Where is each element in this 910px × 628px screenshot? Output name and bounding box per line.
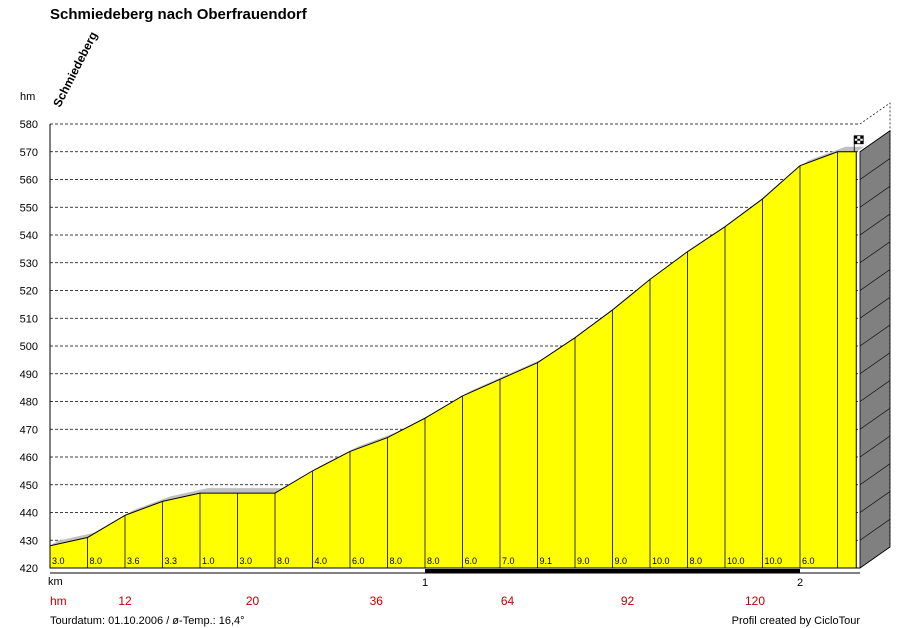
side-wall-line: [859, 519, 891, 541]
hm-value: 64: [501, 594, 515, 608]
start-location-label: Schmiedeberg: [50, 29, 100, 109]
flag-check: [854, 140, 858, 144]
tour-info: Tourdatum: 01.10.2006 / ø-Temp.: 16,4°: [50, 615, 245, 627]
y-tick-label: 520: [20, 286, 38, 298]
hm-row-label: hm: [50, 594, 67, 608]
y-unit-label: hm: [20, 91, 35, 103]
gradient-label: 1.0: [202, 556, 215, 566]
y-tick-label: 560: [20, 175, 38, 187]
gradient-label: 8.0: [390, 556, 403, 566]
side-wall-line: [859, 324, 891, 347]
x-unit-label: km: [48, 576, 63, 588]
y-tick-label: 430: [20, 535, 38, 547]
gradient-label: 6.0: [352, 556, 365, 566]
gradient-label: 7.0: [502, 556, 515, 566]
profile-fill: [49, 151, 857, 569]
gradient-label: 3.0: [240, 556, 253, 566]
y-tick-label: 530: [20, 258, 38, 270]
side-wall-line: [859, 463, 891, 485]
x-tick-label: 2: [797, 577, 803, 589]
side-wall-line: [859, 213, 891, 236]
frame-depth-edge: [859, 102, 891, 547]
side-wall-line: [859, 186, 891, 208]
gradient-label: 10.0: [652, 556, 670, 566]
y-tick-label: 510: [20, 313, 38, 325]
gradient-label: 9.0: [615, 556, 628, 566]
gradient-label: 6.0: [802, 556, 815, 566]
gradient-labels: 3.0 8.0 3.6 3.3 1.0 3.0 8.0 4.0 6.0 8.0 8.0 6.0 7.0 9…: [52, 556, 815, 566]
gradient-label: 3.6: [127, 556, 140, 566]
side-wall-line: [859, 546, 891, 569]
gradient-label: 10.0: [727, 556, 745, 566]
y-tick-label: 580: [20, 119, 38, 131]
side-wall-line: [859, 130, 891, 152]
gradient-label: 8.0: [90, 556, 103, 566]
profile-area: [49, 124, 865, 574]
side-wall-face: [859, 129, 891, 569]
side-wall-line: [859, 241, 891, 263]
y-tick-label: 470: [20, 424, 38, 436]
side-wall-line: [859, 352, 891, 374]
gradient-label: 9.1: [540, 556, 553, 566]
side-wall-line: [859, 158, 891, 180]
chart-title: Schmiedeberg nach Oberfrauendorf: [50, 6, 308, 23]
y-tick-label: 460: [20, 452, 38, 464]
gradient-label: 8.0: [427, 556, 440, 566]
gradient-label: 8.0: [277, 556, 290, 566]
gradient-label: 6.0: [465, 556, 478, 566]
flag-check: [860, 140, 864, 144]
finish-flag-icon: [853, 135, 864, 152]
y-tick-label: 450: [20, 480, 38, 492]
y-tick-label: 420: [20, 563, 38, 575]
gradient-label: 10.0: [765, 556, 783, 566]
gradient-label: 8.0: [690, 556, 703, 566]
hm-value: 20: [246, 594, 260, 608]
y-axis-ticks: 420 430 440 450 460 470 480 490 500 510 520 530 540 5…: [20, 119, 38, 575]
y-tick-label: 550: [20, 202, 38, 214]
y-tick-label: 570: [20, 147, 38, 159]
hm-value: 92: [621, 594, 635, 608]
y-tick-label: 540: [20, 230, 38, 242]
hm-value: 12: [118, 594, 132, 608]
km-highlight-bar: [425, 569, 800, 573]
flag-check: [854, 135, 858, 139]
flag-check: [857, 138, 861, 141]
y-tick-label: 500: [20, 341, 38, 353]
side-wall-line: [859, 435, 891, 458]
side-wall-line: [859, 380, 891, 402]
side-wall-line: [859, 408, 891, 430]
y-tick-label: 480: [20, 397, 38, 409]
credit-text: Profil created by CicloTour: [732, 615, 861, 627]
flag-check: [860, 135, 864, 139]
side-wall-line: [859, 297, 891, 319]
side-wall-line: [859, 269, 891, 291]
hm-value: 120: [745, 594, 765, 608]
gradient-label: 3.0: [52, 556, 65, 566]
side-wall: [859, 102, 891, 569]
hm-value: 36: [370, 594, 384, 608]
gradient-label: 9.0: [577, 556, 590, 566]
gradient-label: 4.0: [315, 556, 328, 566]
y-tick-label: 440: [20, 508, 38, 520]
x-tick-label: 1: [422, 577, 428, 589]
hm-row: hm 12 20 36 64 92 120: [50, 594, 765, 608]
gradient-label: 3.3: [165, 556, 178, 566]
side-wall-line: [859, 491, 891, 513]
y-tick-label: 490: [20, 369, 38, 381]
